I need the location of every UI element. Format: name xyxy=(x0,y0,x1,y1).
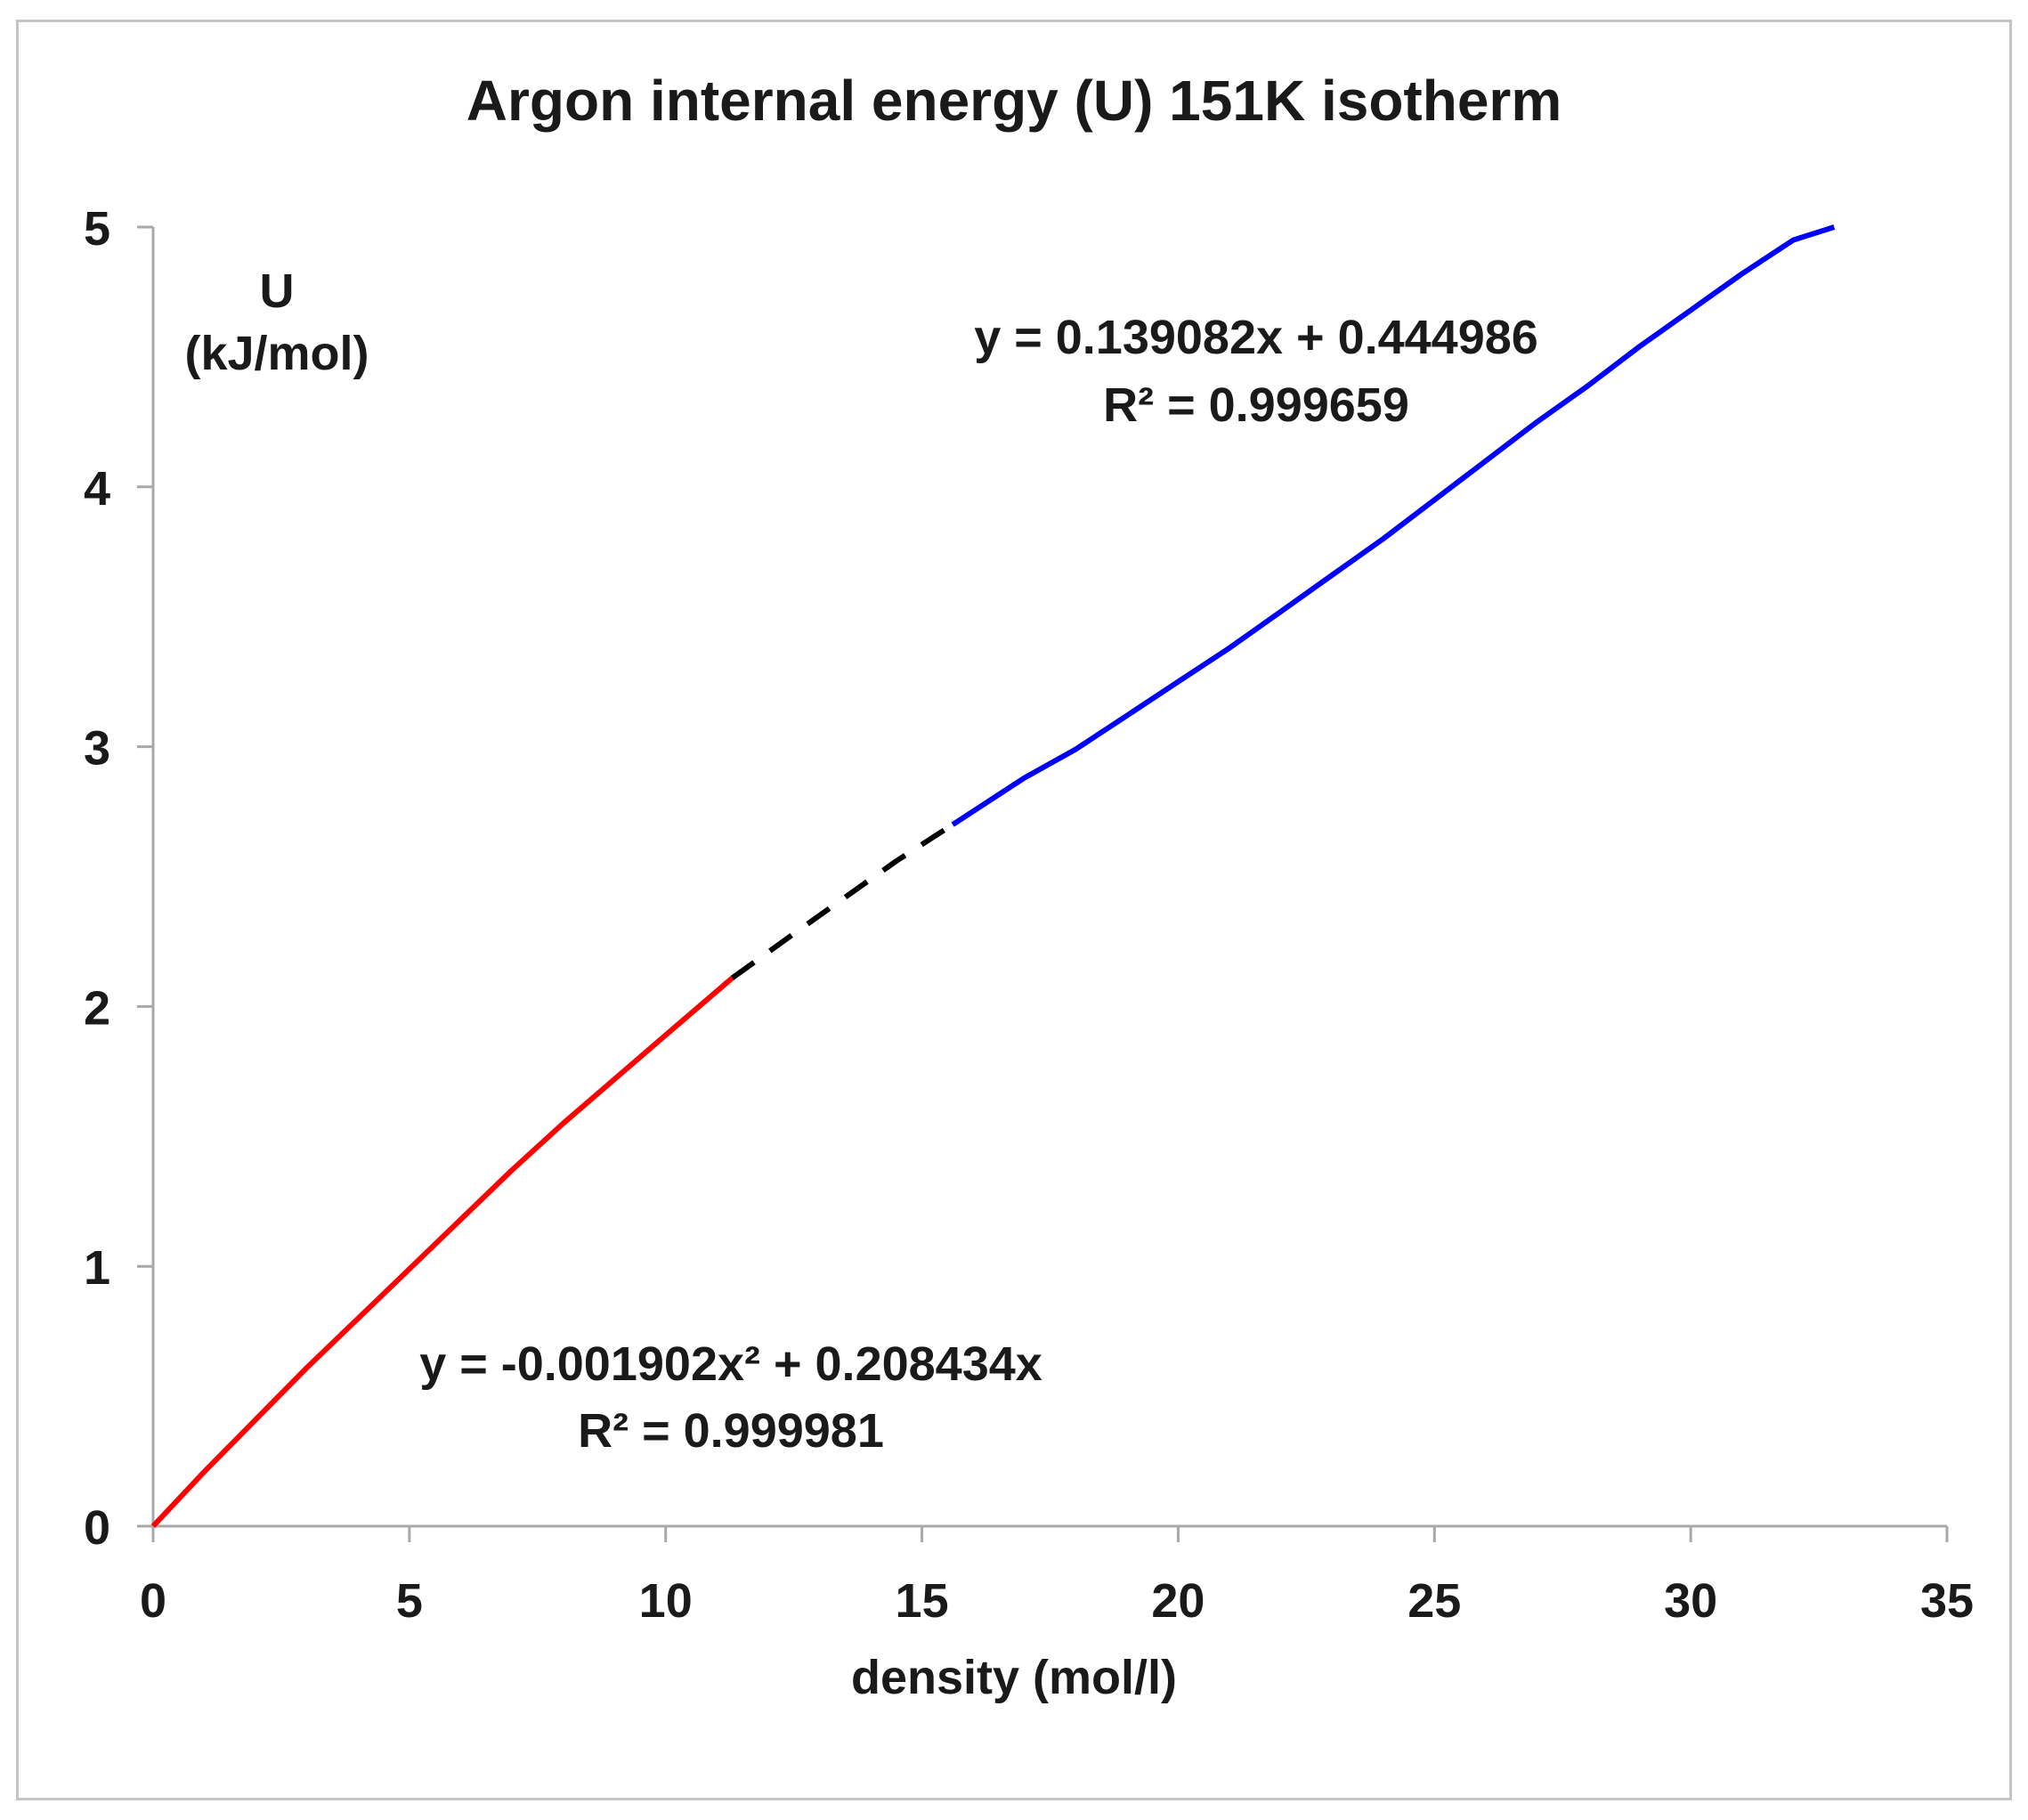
series-low-density-fit xyxy=(150,976,734,1529)
fit-r2-high: R² = 0.999659 xyxy=(1103,378,1409,432)
chart-frame: Argon internal energy (U) 151K isotherm … xyxy=(16,20,2012,1800)
series-high-density-fit xyxy=(951,224,1836,827)
x-tick-label: 25 xyxy=(1407,1574,1461,1628)
y-axis-label-symbol: U xyxy=(260,264,295,318)
x-tick-label: 20 xyxy=(1151,1574,1205,1628)
chart-svg: Argon internal energy (U) 151K isotherm … xyxy=(84,69,1974,1704)
x-axis-label: density (mol/l) xyxy=(851,1651,1177,1704)
y-axis-label-unit: (kJ/mol) xyxy=(184,327,369,380)
x-tick-label: 0 xyxy=(140,1574,166,1628)
y-tick-label: 4 xyxy=(84,462,110,516)
y-tick-label: 2 xyxy=(84,981,110,1035)
y-tick-label: 1 xyxy=(84,1241,110,1295)
fit-equation-low: y = -0.001902x² + 0.208434x xyxy=(419,1337,1042,1391)
y-tick-label: 5 xyxy=(84,202,110,256)
tick-labels: 0 5 10 15 20 25 30 35 0 1 2 3 4 5 xyxy=(84,202,1974,1628)
x-tick-label: 35 xyxy=(1920,1574,1974,1628)
x-tick-label: 30 xyxy=(1664,1574,1717,1628)
fit-r2-low: R² = 0.999981 xyxy=(578,1404,884,1458)
y-tick-label: 0 xyxy=(84,1501,110,1555)
axes xyxy=(137,225,1949,1542)
x-tick-label: 15 xyxy=(896,1574,949,1628)
y-tick-label: 3 xyxy=(84,722,110,776)
chart-title: Argon internal energy (U) 151K isotherm xyxy=(466,69,1562,133)
fit-equation-high: y = 0.139082x + 0.444986 xyxy=(974,311,1538,364)
x-tick-label: 5 xyxy=(396,1574,423,1628)
series-interpolated-gap xyxy=(730,822,954,980)
x-tick-label: 10 xyxy=(639,1574,693,1628)
data-series xyxy=(150,224,1836,1529)
